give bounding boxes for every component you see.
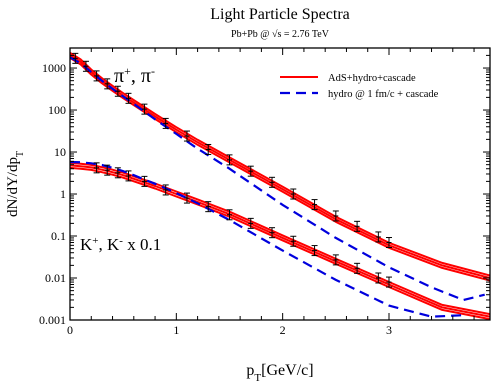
- data-point: [385, 276, 392, 288]
- x-tick-label: 2: [280, 323, 286, 337]
- data-point: [72, 52, 79, 64]
- data-point: [311, 199, 318, 211]
- data-point: [332, 210, 339, 222]
- data-point: [183, 192, 190, 204]
- pion-annotation: π+, π-: [114, 64, 155, 87]
- data-point: [311, 245, 318, 257]
- axis-ticks: [69, 47, 490, 321]
- data-point: [332, 254, 339, 266]
- legend-label-blue: hydro @ 1 fm/c + cascade: [328, 89, 439, 100]
- data-point: [114, 167, 121, 179]
- data-point: [162, 117, 169, 129]
- data-point: [125, 92, 132, 104]
- data-point: [247, 217, 254, 229]
- data-point: [104, 78, 111, 90]
- data-point: [226, 209, 233, 221]
- chart-subtitle: Pb+Pb @ √s = 2.76 TeV: [231, 29, 330, 40]
- y-tick-label: 10: [54, 145, 66, 159]
- data-point: [141, 103, 148, 115]
- data-point: [354, 262, 361, 274]
- data-point: [269, 227, 276, 239]
- data-point: [226, 154, 233, 166]
- legend: AdS+hydro+cascade hydro @ 1 fm/c + casca…: [280, 73, 439, 100]
- x-tick-label: 3: [386, 323, 392, 337]
- y-tick-label: 100: [48, 103, 66, 117]
- data-point: [183, 130, 190, 142]
- data-point: [375, 231, 382, 243]
- axis-tick-labels: 0 1 2 3 0.001 0.01 0.1 1 10 100 1000: [39, 61, 392, 337]
- data-point: [93, 162, 100, 174]
- data-point: [82, 60, 89, 72]
- y-tick-label: 0.1: [51, 229, 66, 243]
- series-pion-hydro-line: [70, 56, 485, 302]
- x-tick-label: 0: [67, 323, 73, 337]
- x-tick-label: 1: [173, 323, 179, 337]
- data-point: [205, 201, 212, 213]
- data-point: [354, 220, 361, 232]
- data-point: [104, 164, 111, 176]
- data-point: [290, 235, 297, 247]
- plot-content: [70, 52, 490, 320]
- y-tick-label: 0.001: [39, 313, 66, 327]
- x-axis-label: pT[GeV/c]: [246, 362, 313, 384]
- data-point: [269, 176, 276, 188]
- chart-title: Light Particle Spectra: [210, 6, 350, 23]
- data-point: [162, 184, 169, 196]
- data-point: [141, 175, 148, 187]
- data-point: [290, 188, 297, 200]
- data-point: [114, 85, 121, 97]
- y-axis-label: dN/dY/dpT: [5, 151, 26, 217]
- data-point: [125, 170, 132, 182]
- plot-area: [70, 52, 490, 320]
- y-tick-label: 1: [60, 187, 66, 201]
- legend-label-red: AdS+hydro+cascade: [328, 73, 416, 84]
- data-point: [205, 143, 212, 155]
- data-point: [385, 237, 392, 249]
- y-tick-label: 1000: [42, 61, 66, 75]
- data-point: [247, 165, 254, 177]
- data-point: [93, 70, 100, 82]
- plot-frame: [69, 47, 491, 321]
- kaon-annotation: K+, K- x 0.1: [80, 235, 161, 254]
- data-point: [375, 272, 382, 284]
- y-tick-label: 0.01: [45, 271, 66, 285]
